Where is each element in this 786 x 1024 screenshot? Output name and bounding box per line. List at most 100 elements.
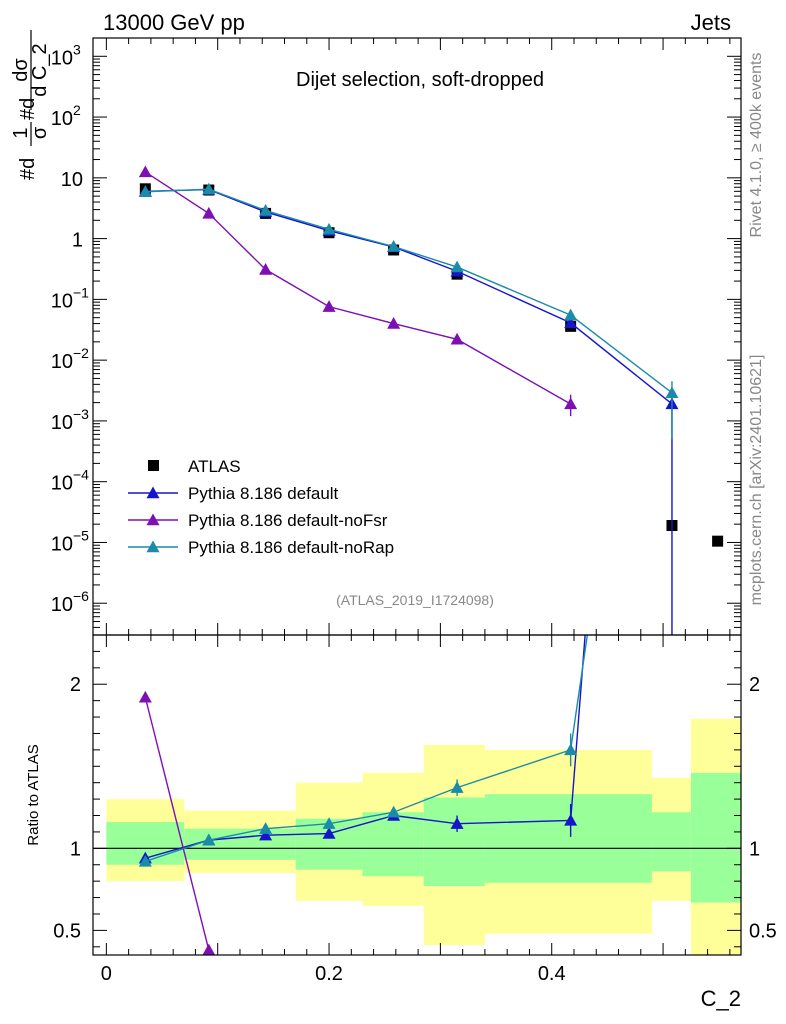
noRap-point-0: [138, 185, 152, 197]
noRap-ratio-point-5: [450, 781, 464, 793]
ylabel-part-4: #d: [17, 98, 39, 120]
default-point-6: [564, 316, 578, 329]
noRap-ratio-point-3: [322, 817, 336, 829]
legend-marker-atlas: [148, 460, 159, 471]
noRap-point-2: [259, 204, 273, 216]
ratio-y-axis-label: Ratio to ATLAS: [25, 744, 42, 845]
ytick-label-3: 1: [72, 230, 83, 252]
noRap-point-5: [450, 260, 464, 273]
legend-label-noFsr: Pythia 8.186 default-noFsr: [188, 511, 388, 530]
legend: ATLAS Pythia 8.186 default Pythia 8.186 de…: [128, 457, 394, 557]
noRap-point-4: [387, 240, 401, 252]
ytick-base: 10: [51, 473, 73, 495]
ytick-base: 10: [51, 47, 73, 69]
ytick-exponent: −2: [73, 345, 89, 361]
noRap-point-3: [322, 222, 336, 235]
legend-label-atlas: ATLAS: [188, 457, 241, 476]
ytick-base: 10: [51, 351, 73, 373]
ratio-ytick-label-right: 1: [749, 838, 760, 860]
legend-label-default: Pythia 8.186 default: [188, 484, 339, 503]
ratio-plot-frame: [92, 634, 742, 956]
ylabel-part-2: 1: [10, 127, 32, 138]
main-plot-series: [138, 165, 724, 635]
noRap-line: [145, 188, 673, 394]
ytick-label-5: 10 −2: [51, 345, 89, 373]
analysis-label: (ATLAS_2019_I1724098): [336, 592, 494, 608]
noRap-point-7: [665, 386, 679, 399]
ytick-exponent: −5: [73, 527, 89, 543]
default-ratio-line: [145, 635, 586, 859]
ratio-ytick-label-left: 2: [70, 674, 81, 696]
ratio-y-tick-labels: 0.5 0.5 1 1 2 2: [53, 674, 777, 942]
ratio-plot-series: [138, 635, 589, 955]
noFsr-point-3: [322, 300, 336, 312]
noRap-ratio-point-2: [259, 822, 273, 834]
ytick-exponent: −1: [73, 284, 89, 300]
noFsr-point-5: [450, 332, 464, 345]
x-axis-label: C_2: [701, 986, 741, 1011]
ytick-exponent: −4: [73, 467, 89, 483]
xtick-label: 0.2: [315, 963, 343, 985]
ylabel-part-1: #d: [17, 158, 39, 180]
ytick-base: 10: [51, 594, 73, 616]
x-tick-labels: 0 0.2 0.4: [101, 963, 566, 985]
ytick-base: 10: [51, 108, 73, 130]
ytick-exponent: −6: [73, 588, 89, 604]
ylabel-part-5: dσ: [10, 58, 32, 82]
band-inner-7: [690, 772, 741, 903]
noFsr-point-6: [564, 397, 578, 410]
mcplots-info-label: mcplots.cern.ch [arXiv:2401.10621]: [748, 355, 765, 606]
band-inner-4: [423, 797, 485, 887]
noFsr-point-2: [259, 263, 273, 275]
ytick-label-8: 10 −5: [51, 527, 89, 555]
ytick-label-1: 10 2: [51, 102, 81, 130]
legend-marker-noFsr: [146, 513, 160, 526]
noRap-ratio-point-1: [202, 833, 216, 846]
ytick-exponent: 2: [73, 102, 81, 118]
noRap-ratio-line: [145, 635, 589, 863]
xtick-label: 0: [101, 963, 112, 985]
header-category-label: Jets: [691, 10, 731, 35]
header-energy-label: 13000 GeV pp: [103, 10, 245, 35]
default-ratio-point-3: [322, 827, 336, 839]
ylabel-part-6: d C_2: [29, 43, 51, 96]
ytick-base: 10: [51, 412, 73, 434]
ratio-uncertainty-bands: [106, 718, 741, 955]
legend-marker-noRap: [146, 540, 160, 553]
band-inner-5: [484, 794, 652, 883]
ytick-exponent: 3: [73, 41, 81, 57]
noFsr-ratio-point-1: [202, 943, 216, 955]
ratio-ytick-label-right: 2: [749, 674, 760, 696]
noFsr-point-0: [138, 165, 152, 178]
rivet-info-label: Rivet 4.1.0, ≥ 400k events: [748, 53, 765, 238]
noRap-point-1: [202, 182, 216, 195]
noFsr-point-4: [387, 317, 401, 329]
ratio-ytick-label-left: 0.5: [53, 920, 81, 942]
xtick-label: 0.4: [538, 963, 566, 985]
main-y-axis-label: #d 1 σ #d dσ d C_2: [10, 30, 51, 180]
axis-ticks: [93, 37, 741, 955]
ylabel-part-3: σ: [29, 126, 51, 139]
ratio-ytick-label-left: 1: [70, 838, 81, 860]
atlas-point-8: [712, 535, 724, 547]
default-ratio-point-5: [450, 817, 464, 829]
ytick-label-6: 10 −3: [51, 406, 89, 434]
noRap-ratio-point-6: [564, 743, 578, 756]
ytick-base: 10: [61, 169, 83, 191]
ytick-label-2: 10: [61, 169, 83, 191]
legend-marker-default: [146, 486, 160, 499]
ytick-label-7: 10 −4: [51, 467, 89, 495]
noFsr-ratio-point-0: [138, 690, 152, 703]
ytick-label-0: 10 3: [51, 41, 81, 69]
ytick-base: 1: [72, 230, 83, 252]
ytick-base: 10: [51, 533, 73, 555]
default-ratio-point-6: [564, 813, 578, 826]
noRap-ratio-point-0: [138, 854, 152, 867]
ytick-label-9: 10 −6: [51, 588, 89, 616]
plot-title: Dijet selection, soft-dropped: [296, 69, 544, 91]
band-inner-6: [651, 812, 691, 872]
noFsr-point-1: [202, 206, 216, 219]
noRap-point-6: [564, 308, 578, 321]
